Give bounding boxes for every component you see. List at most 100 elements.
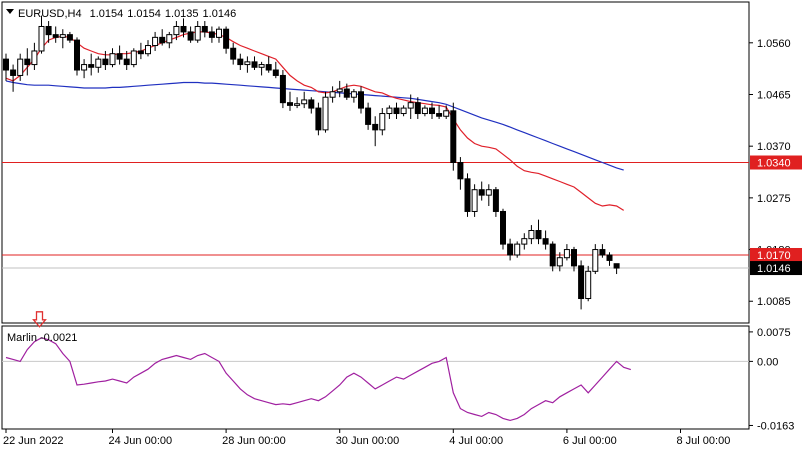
candle[interactable] [542, 230, 549, 250]
candle[interactable] [521, 233, 528, 250]
candle[interactable] [109, 48, 116, 68]
candle[interactable] [81, 59, 88, 79]
candle[interactable] [592, 244, 599, 275]
candle[interactable] [244, 56, 251, 73]
candle[interactable] [471, 184, 478, 217]
candle[interactable] [535, 219, 542, 245]
candle[interactable] [500, 208, 506, 250]
indicator-axis-label: 0.00 [757, 356, 778, 368]
candle[interactable] [180, 18, 187, 38]
candle[interactable] [294, 97, 301, 109]
candle-body-bearish [45, 25, 52, 36]
candle[interactable] [152, 31, 159, 51]
candle[interactable] [578, 260, 585, 310]
candle[interactable] [52, 26, 59, 43]
candle-body-bearish [24, 58, 31, 66]
candle[interactable] [194, 21, 201, 43]
candle[interactable] [17, 53, 24, 81]
candle[interactable] [606, 252, 613, 266]
candle[interactable] [563, 244, 570, 261]
candle[interactable] [258, 61, 265, 76]
candle[interactable] [329, 86, 336, 103]
candle[interactable] [315, 102, 322, 136]
candle[interactable] [436, 105, 443, 119]
candle[interactable] [414, 97, 421, 119]
candle[interactable] [358, 86, 364, 114]
candle[interactable] [464, 173, 471, 217]
candle[interactable] [613, 263, 620, 275]
candle[interactable] [599, 244, 606, 258]
candle[interactable] [336, 80, 343, 98]
candle[interactable] [3, 53, 9, 81]
candle[interactable] [116, 45, 123, 65]
candle[interactable] [173, 21, 180, 41]
candle[interactable] [386, 105, 393, 119]
candle[interactable] [492, 186, 499, 217]
candle[interactable] [59, 29, 66, 49]
candle-body-bullish [38, 25, 45, 52]
dropdown-triangle-icon[interactable] [6, 9, 14, 14]
candle[interactable] [365, 102, 372, 130]
candle[interactable] [88, 53, 95, 76]
candle-body-bullish [421, 107, 428, 115]
candle[interactable] [372, 116, 379, 147]
candle[interactable] [443, 105, 450, 119]
candle[interactable] [400, 105, 407, 117]
candle[interactable] [556, 252, 563, 272]
candle[interactable] [66, 31, 73, 43]
candle[interactable] [102, 50, 109, 71]
candle[interactable] [31, 42, 38, 71]
candle[interactable] [130, 48, 137, 68]
candle[interactable] [208, 26, 215, 43]
candle[interactable] [95, 56, 102, 73]
candle[interactable] [379, 108, 386, 136]
candle[interactable] [343, 83, 350, 100]
candle[interactable] [287, 91, 293, 111]
candle[interactable] [230, 42, 237, 65]
candle[interactable] [45, 21, 52, 43]
candle[interactable] [350, 89, 357, 103]
candle[interactable] [166, 31, 173, 49]
candle[interactable] [571, 246, 577, 272]
candle-body-bullish [244, 61, 251, 66]
candle-body-bullish [31, 50, 38, 66]
candle-body-bearish [102, 58, 109, 66]
candle[interactable] [223, 26, 230, 54]
candle[interactable] [279, 70, 286, 109]
candle[interactable] [74, 37, 80, 76]
candle[interactable] [308, 97, 315, 114]
candle[interactable] [478, 181, 485, 201]
candle[interactable] [159, 29, 166, 46]
candle[interactable] [38, 15, 45, 54]
candle[interactable] [585, 265, 592, 302]
candle-body-bearish [88, 64, 95, 68]
candle[interactable] [457, 157, 464, 190]
candle[interactable] [507, 238, 514, 261]
candle[interactable] [407, 94, 414, 119]
candle[interactable] [301, 91, 308, 109]
candle[interactable] [485, 184, 492, 207]
candle-body-bearish [230, 47, 237, 60]
candle[interactable] [265, 56, 272, 73]
candle[interactable] [216, 26, 222, 43]
candle[interactable] [10, 64, 17, 92]
candle[interactable] [272, 61, 279, 79]
candle[interactable] [528, 225, 535, 245]
candle[interactable] [393, 102, 400, 119]
candle[interactable] [24, 48, 31, 76]
candle-body-bearish [10, 69, 17, 76]
candle[interactable] [549, 241, 556, 272]
candle[interactable] [237, 53, 244, 71]
candle[interactable] [145, 40, 151, 57]
candle[interactable] [429, 102, 435, 119]
candle[interactable] [137, 42, 144, 60]
candle[interactable] [514, 241, 521, 258]
candle[interactable] [187, 26, 194, 43]
candle[interactable] [322, 91, 329, 133]
candle[interactable] [201, 21, 208, 38]
candle[interactable] [421, 105, 428, 117]
candle[interactable] [450, 102, 457, 171]
candle[interactable] [251, 56, 258, 71]
candle-body-bullish [563, 249, 570, 259]
candle[interactable] [123, 50, 130, 71]
